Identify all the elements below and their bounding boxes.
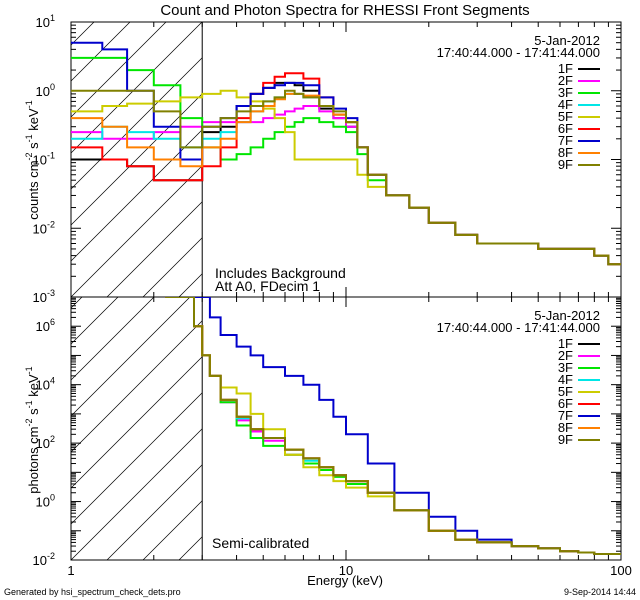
hatch-line [70,320,203,453]
figure-title: Count and Photon Spectra for RHESSI Fron… [160,2,529,19]
y-tick-label: 100 [36,82,55,99]
generated-by-footer: Generated by hsi_spectrum_check_dets.pro [4,587,181,597]
hatch-line [70,21,203,154]
count-spectra-panel: 10-3 10-2 10-1 100 101 5-Jan-2012 17:40:44.0… [24,13,622,305]
hatch-line [70,129,203,262]
legend-label-2F: 2F [558,348,573,363]
legend-label-9F: 9F [558,157,573,172]
legend-label-6F: 6F [558,121,573,136]
count-legend: 5-Jan-2012 17:40:44.000 - 17:41:44.000 1… [437,33,600,172]
hatch-line [178,273,203,298]
legend-label-2F: 2F [558,73,573,88]
y-tick-label: 100 [36,493,55,510]
legend-label-8F: 8F [558,420,573,435]
photon-spectra-panel: 1 10 100 10-2 100 102 104 106 5-Jan-2012 17:40:… [24,296,632,588]
hatch-line [70,165,203,298]
count-legend-date: 5-Jan-2012 [534,33,600,48]
photon-legend-date: 5-Jan-2012 [534,308,600,323]
photon-annotation-semicalibrated: Semi-calibrated [212,535,309,551]
hatch-line [142,237,203,298]
legend-label-6F: 6F [558,396,573,411]
series-line-3F [71,56,621,266]
hatch-line [70,21,95,46]
legend-label-8F: 8F [558,145,573,160]
y-tick-label: 101 [36,13,55,30]
legend-label-5F: 5F [558,384,573,399]
legend-label-4F: 4F [558,372,573,387]
legend-label-5F: 5F [558,109,573,124]
hatch-line [70,356,203,489]
hatch-line [178,536,203,561]
hatch-line [70,21,131,82]
photon-legend: 5-Jan-2012 17:40:44.000 - 17:41:44.000 1… [437,308,600,447]
legend-label-1F: 1F [558,61,573,76]
hatch-line [142,500,203,561]
count-annotation-background: Includes Background [215,265,346,281]
legend-label-4F: 4F [558,97,573,112]
series-line-7F [165,297,621,555]
hatch-line [70,296,119,345]
y-tick-label: 10-2 [33,219,55,236]
x-tick-label: 100 [610,563,632,578]
y-tick-label: 106 [36,317,55,334]
count-legend-time: 17:40:44.000 - 17:41:44.000 [437,45,600,60]
y-tick-label: 104 [36,376,55,393]
series-line-9F [71,89,621,266]
hatch-line [70,296,191,417]
legend-label-3F: 3F [558,85,573,100]
timestamp-footer: 9-Sep-2014 14:44 [564,587,636,597]
count-hatch-region [70,21,203,298]
y-tick-label: 10-1 [33,151,55,168]
photon-axis-ticks: 1 10 100 10-2 100 102 104 106 [33,297,632,578]
photon-legend-time: 17:40:44.000 - 17:41:44.000 [437,320,600,335]
hatch-line [106,464,203,561]
hatch-line [70,296,155,381]
legend-label-7F: 7F [558,133,573,148]
x-tick-label: 10 [339,563,353,578]
photon-series-group [165,297,621,555]
legend-label-1F: 1F [558,336,573,351]
count-annotation-attenuator: Att A0, FDecim 1 [215,278,320,294]
photon-hatch-region [70,296,203,561]
hatch-line [70,428,203,561]
hatch-line [70,57,203,190]
y-tick-label: 10-2 [33,551,55,568]
count-axis-ticks: 10-3 10-2 10-1 100 101 [33,13,621,305]
hatch-line [70,392,203,525]
x-tick-label: 1 [67,563,74,578]
photon-y-axis-label: photons cm-2 s-1 keV-1 [24,366,41,493]
legend-label-9F: 9F [558,432,573,447]
count-series-group [71,41,621,266]
count-y-axis-label: counts cm-2 s-1 keV-1 [24,100,41,219]
hatch-line [70,21,167,118]
hatch-line [106,201,203,298]
x-axis-label: Energy (keV) [307,573,383,588]
legend-label-7F: 7F [558,408,573,423]
y-tick-label: 102 [36,434,55,451]
series-line-9F [165,297,621,555]
y-tick-label: 10-3 [33,288,55,305]
legend-label-3F: 3F [558,360,573,375]
